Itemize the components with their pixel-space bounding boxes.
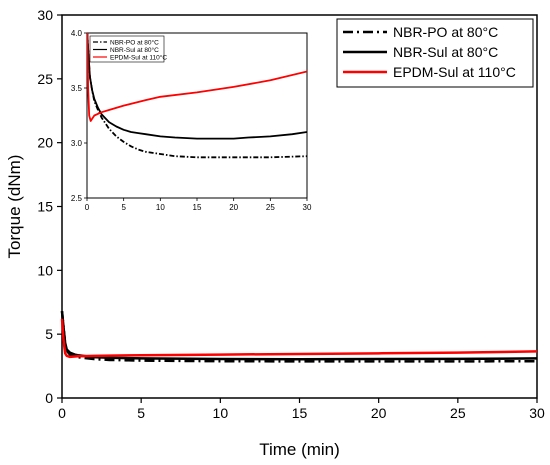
x-tick-label: 0 [58,405,66,421]
inset-x-tick-label: 5 [121,203,126,212]
x-axis-title: Time (min) [259,440,340,459]
inset-legend-label: NBR-PO at 80°C [110,38,159,46]
y-tick-label: 10 [37,262,53,278]
inset-y-tick-label: 3.0 [71,139,83,148]
series-line-1 [60,311,538,361]
inset-legend-label: NBR-Sul at 80°C [110,46,159,54]
y-tick-label: 30 [37,7,53,23]
main-plot: 0 5 10 15 20 25 30 0 5 10 15 20 25 30 Time (min) Torque… [5,7,545,459]
inset-x-tick-label: 0 [85,203,90,212]
y-tick-label: 25 [37,71,53,87]
legend: NBR-PO at 80°C NBR-Sul at 80°C EPDM-Sul at… [336,18,534,88]
legend-label: EPDM-Sul at 110°C [393,64,516,80]
inset-plot: 0 5 10 15 20 25 30 2.5 3.0 3.5 4.0 NBR-PO at 80°CNB… [71,29,312,212]
y-tick-label: 20 [37,135,53,151]
inset-y-tick-label: 4.0 [71,29,83,38]
inset-x-tick-label: 15 [193,203,202,212]
x-tick-label: 20 [371,405,387,421]
inset-legend-label: EPDM-Sul at 110°C [110,53,167,61]
inset-series-line-2 [87,33,307,122]
legend-label: NBR-PO at 80°C [393,24,498,40]
inset-y-tick-label: 3.5 [71,84,83,93]
series-line-0 [60,311,538,363]
y-axis-title: Torque (dNm) [5,155,24,259]
x-tick-label: 30 [529,405,545,421]
inset-x-tick-label: 30 [303,203,312,212]
inset-x-tick-label: 20 [229,203,238,212]
inset-x-tick-label: 10 [156,203,165,212]
x-tick-label: 25 [450,405,466,421]
inset-series-line-0 [87,33,307,159]
y-tick-label: 5 [45,326,53,342]
inset-y-tick-label: 2.5 [71,194,83,203]
inset-series-line-1 [87,33,307,140]
x-tick-label: 15 [292,405,308,421]
series-line-2 [60,318,538,359]
inset-x-tick-label: 25 [266,203,275,212]
y-tick-label: 15 [37,199,53,215]
legend-label: NBR-Sul at 80°C [393,44,498,60]
x-tick-label: 10 [213,405,229,421]
y-tick-label: 0 [45,390,53,406]
x-tick-label: 5 [137,405,145,421]
